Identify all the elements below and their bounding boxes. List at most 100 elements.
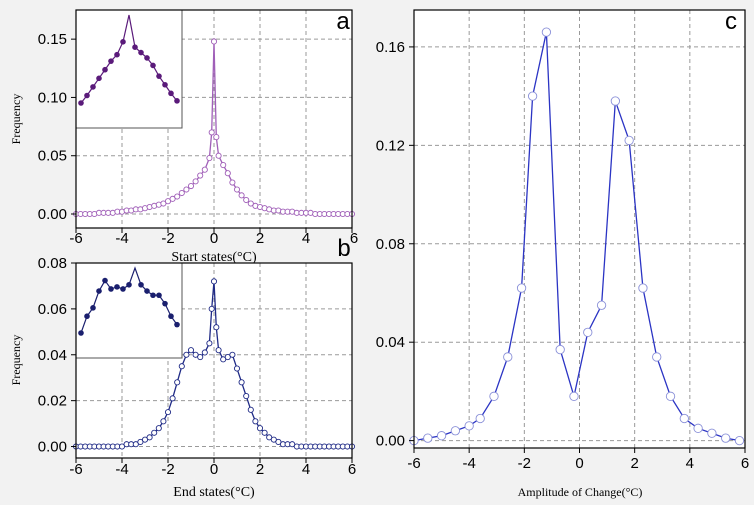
- inset-point: [90, 305, 96, 311]
- x-tick-label: 6: [741, 455, 749, 472]
- x-tick-label: 2: [256, 230, 264, 247]
- inset-point: [144, 55, 150, 61]
- data-point: [229, 351, 236, 358]
- data-point: [213, 134, 220, 141]
- data-point: [233, 186, 241, 193]
- y-tick-label: 0.08: [38, 255, 67, 272]
- data-point: [164, 198, 172, 205]
- y-tick-label: 0.00: [38, 439, 67, 456]
- inset-point: [78, 100, 84, 106]
- data-point: [201, 166, 208, 173]
- data-point: [503, 352, 513, 362]
- data-point: [197, 172, 204, 179]
- data-point: [169, 195, 176, 202]
- panel-letter: b: [337, 235, 350, 262]
- y-tick-label: 0.12: [376, 137, 405, 154]
- panel-letter: c: [725, 8, 737, 35]
- inset-point: [174, 321, 180, 328]
- x-tick-label: -4: [115, 461, 128, 478]
- data-point: [229, 179, 236, 186]
- data-point: [206, 340, 213, 347]
- x-tick-label: 0: [575, 455, 583, 472]
- data-point: [541, 27, 552, 37]
- inset-point: [150, 62, 156, 69]
- data-point: [164, 409, 172, 416]
- data-point: [489, 391, 499, 401]
- inset-point: [96, 288, 102, 294]
- inset-point: [102, 277, 108, 284]
- data-point: [423, 433, 433, 443]
- inset-point: [84, 313, 90, 320]
- y-tick-label: 0.05: [38, 148, 67, 165]
- y-tick-label: 0.04: [376, 334, 405, 351]
- y-tick-label: 0.15: [38, 31, 67, 48]
- data-point: [160, 200, 167, 207]
- data-point: [187, 182, 195, 190]
- data-point: [734, 435, 745, 446]
- data-point: [206, 155, 213, 162]
- data-point: [151, 429, 158, 436]
- data-point: [220, 161, 227, 169]
- data-point: [238, 192, 245, 199]
- x-axis-label: End states(°C): [173, 485, 255, 500]
- inset-plot: [78, 266, 180, 336]
- x-tick-label: -2: [161, 230, 174, 247]
- x-tick-label: -6: [407, 455, 420, 472]
- inset-point: [132, 44, 138, 50]
- data-point: [178, 363, 185, 370]
- panel-b: -6 -4 -2 0 2 4 6 0.00 0.02 0.04 0.06 0.08 b End state…: [9, 235, 356, 500]
- panel-c: -6 -4 -2 0 2 4 6 0.00 0.04 0.08 0.12 0.16 c Amplitude…: [376, 8, 749, 499]
- inset-point: [162, 300, 168, 307]
- data-point: [233, 365, 241, 372]
- data-point: [721, 433, 731, 443]
- x-tick-label: -2: [518, 455, 531, 472]
- data-point: [516, 283, 527, 293]
- x-tick-label: -6: [69, 461, 82, 478]
- data-point: [215, 152, 222, 159]
- data-point: [174, 193, 181, 200]
- data-point: [146, 434, 153, 441]
- y-tick-label: 0.06: [38, 301, 67, 318]
- data-point: [252, 418, 259, 425]
- x-tick-label: 4: [686, 455, 694, 472]
- data-point: [210, 278, 218, 285]
- x-tick-label: 2: [256, 461, 264, 478]
- data-point: [527, 91, 538, 101]
- data-point: [693, 423, 703, 433]
- x-tick-label: 0: [210, 461, 218, 478]
- data-point: [583, 327, 593, 337]
- data-point: [638, 283, 648, 293]
- data-point: [213, 324, 220, 331]
- y-tick-label: 0.04: [38, 347, 67, 364]
- data-point: [256, 425, 264, 432]
- inset-point: [114, 51, 120, 58]
- inset-line: [80, 14, 178, 104]
- data-point: [155, 425, 162, 432]
- data-point: [192, 178, 199, 185]
- data-point: [247, 406, 254, 413]
- x-tick-label: 4: [302, 230, 310, 247]
- x-tick-label: 0: [210, 230, 218, 247]
- y-tick-label: 0.16: [376, 39, 405, 56]
- data-point: [174, 379, 181, 386]
- data-point: [210, 38, 218, 45]
- panel-letter: a: [336, 8, 350, 35]
- data-point: [652, 352, 662, 362]
- data-point: [169, 395, 176, 402]
- data-point: [178, 189, 185, 197]
- inset-point: [108, 58, 114, 64]
- y-axis-label: Frequency: [9, 94, 23, 145]
- x-axis-label: Amplitude of Change(°C): [518, 485, 643, 499]
- inset-point: [126, 281, 132, 288]
- inset-point: [138, 49, 144, 56]
- data-point: [624, 135, 634, 146]
- data-point: [187, 347, 195, 354]
- inset-point: [156, 292, 162, 299]
- inset-point: [120, 39, 126, 45]
- inset-point: [114, 284, 120, 290]
- data-point: [183, 186, 190, 193]
- data-point: [450, 426, 461, 436]
- inset-point: [138, 281, 144, 288]
- data-point: [475, 413, 485, 424]
- x-tick-label: -2: [161, 461, 174, 478]
